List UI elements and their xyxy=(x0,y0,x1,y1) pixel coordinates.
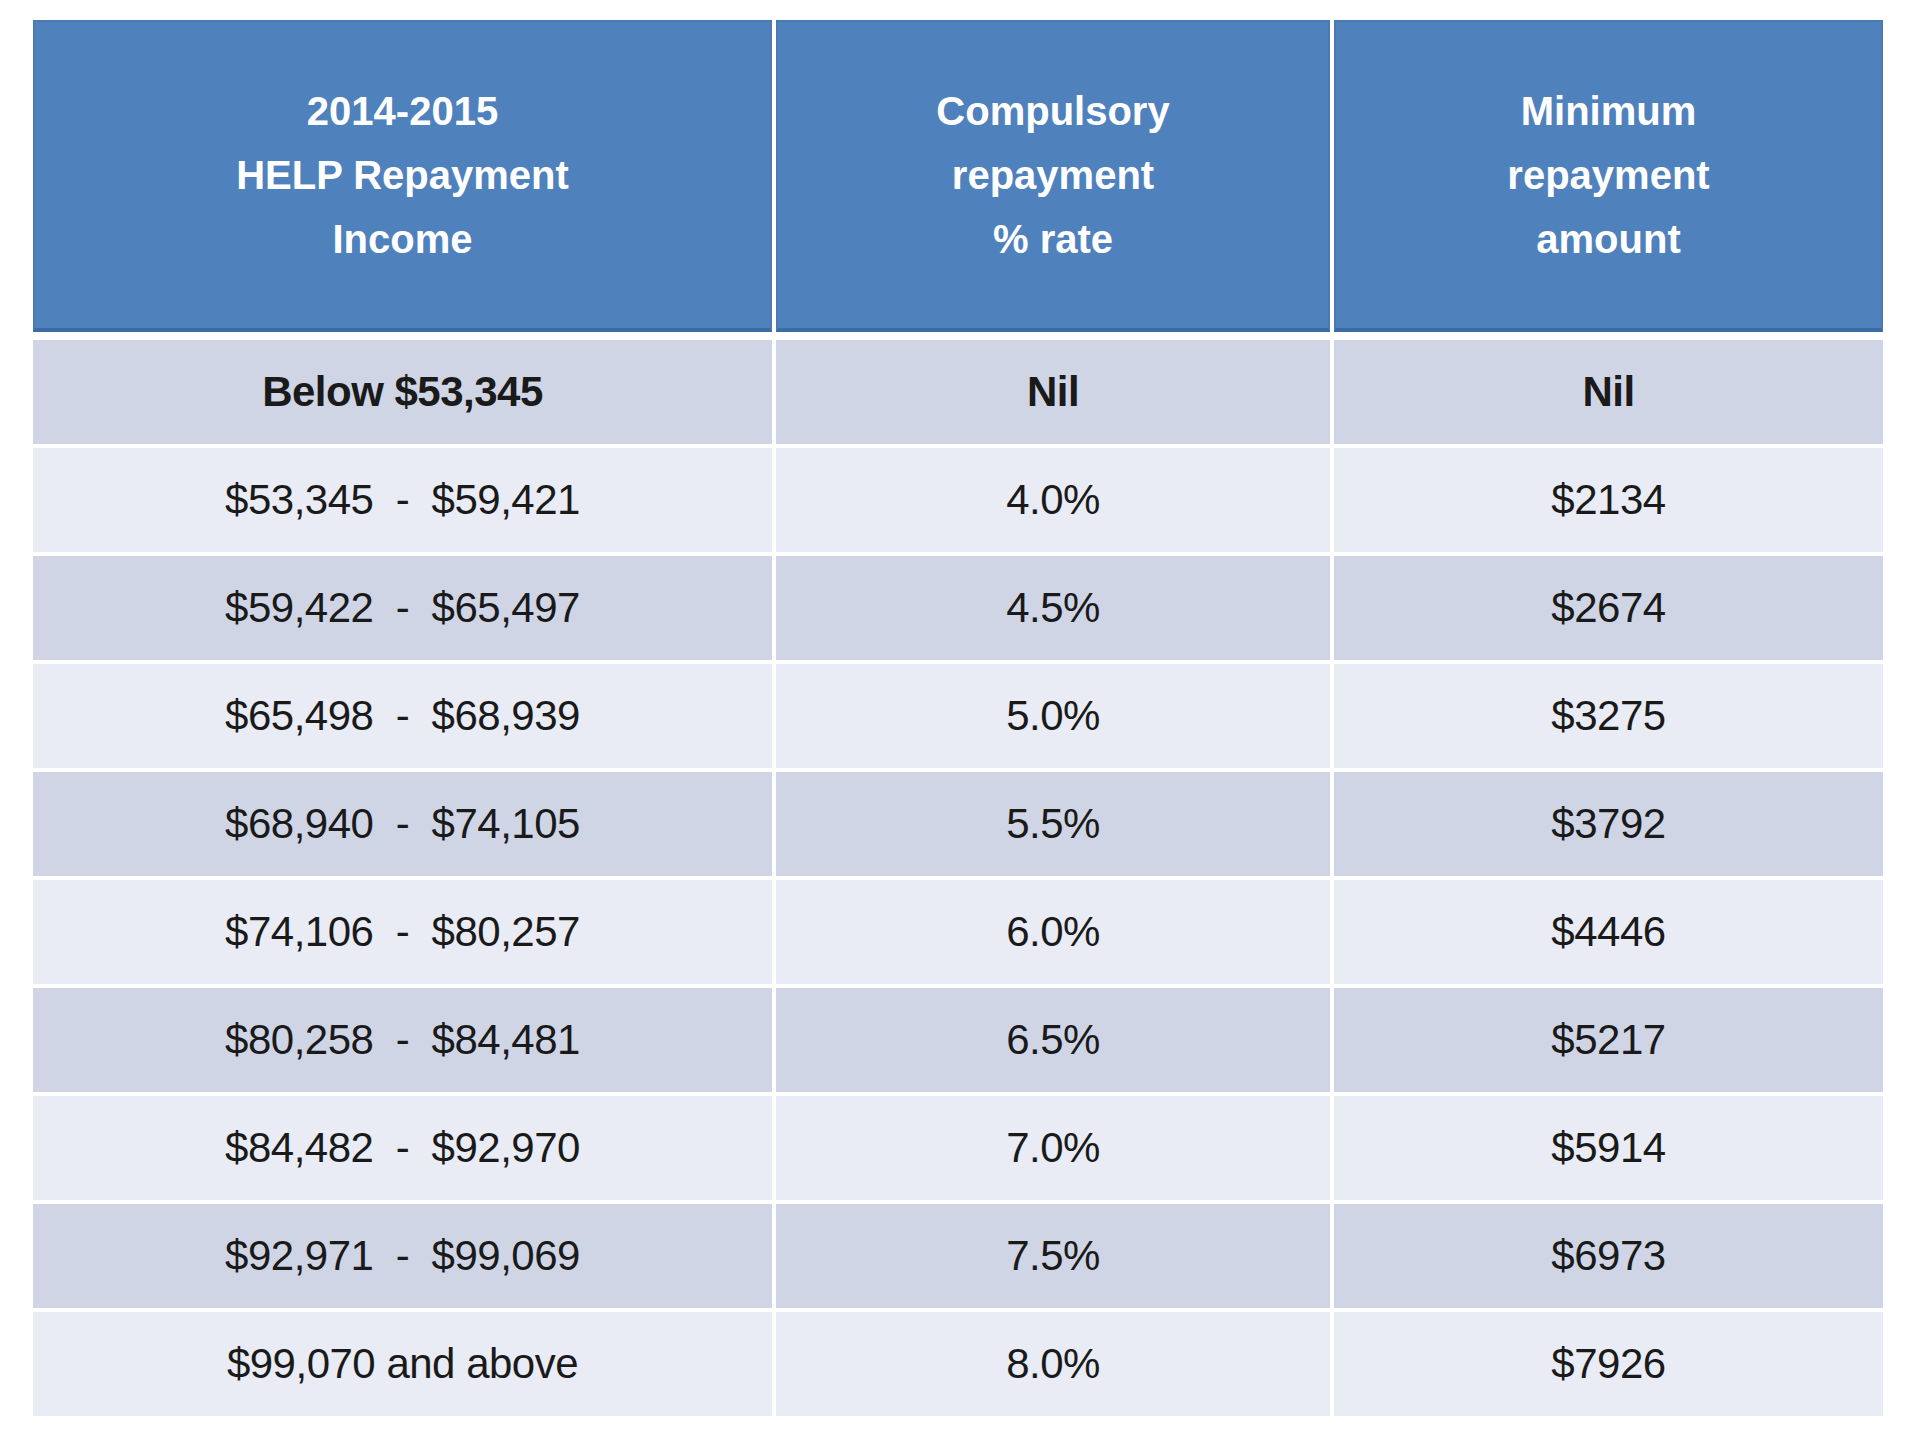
income-cell: $53,345 - $59,421 xyxy=(33,448,772,552)
table-row: $68,940 - $74,1055.5%$3792 xyxy=(33,772,1883,876)
table-row: $53,345 - $59,4214.0%$2134 xyxy=(33,448,1883,552)
table-body: Below $53,345NilNil$53,345 - $59,4214.0%… xyxy=(33,340,1883,1416)
income-cell: $99,070 and above xyxy=(33,1312,772,1416)
rate-cell: 5.5% xyxy=(776,772,1330,876)
header-line: repayment xyxy=(952,143,1154,207)
income-cell: $65,498 - $68,939 xyxy=(33,664,772,768)
income-cell: $92,971 - $99,069 xyxy=(33,1204,772,1308)
table-row: $74,106 - $80,2576.0%$4446 xyxy=(33,880,1883,984)
amount-cell: $7926 xyxy=(1334,1312,1883,1416)
table-row: $92,971 - $99,0697.5%$6973 xyxy=(33,1204,1883,1308)
table-row: $65,498 - $68,9395.0%$3275 xyxy=(33,664,1883,768)
column-header-rate: Compulsory repayment % rate xyxy=(776,20,1330,332)
table-row: $59,422 - $65,4974.5%$2674 xyxy=(33,556,1883,660)
rate-cell: 4.0% xyxy=(776,448,1330,552)
table-header-row: 2014-2015 HELP Repayment Income Compulso… xyxy=(33,20,1883,332)
income-cell: $84,482 - $92,970 xyxy=(33,1096,772,1200)
column-header-amount: Minimum repayment amount xyxy=(1334,20,1883,332)
income-cell: Below $53,345 xyxy=(33,340,772,444)
amount-cell: $3275 xyxy=(1334,664,1883,768)
header-line: % rate xyxy=(993,207,1113,271)
header-line: repayment xyxy=(1507,143,1709,207)
table-row: $99,070 and above8.0%$7926 xyxy=(33,1312,1883,1416)
rate-cell: 5.0% xyxy=(776,664,1330,768)
amount-cell: $5914 xyxy=(1334,1096,1883,1200)
rate-cell: 6.5% xyxy=(776,988,1330,1092)
amount-cell: $6973 xyxy=(1334,1204,1883,1308)
rate-cell: Nil xyxy=(776,340,1330,444)
amount-cell: $5217 xyxy=(1334,988,1883,1092)
table-row: $84,482 - $92,9707.0%$5914 xyxy=(33,1096,1883,1200)
header-line: Income xyxy=(332,207,472,271)
header-line: HELP Repayment xyxy=(236,143,569,207)
amount-cell: $3792 xyxy=(1334,772,1883,876)
amount-cell: $4446 xyxy=(1334,880,1883,984)
header-line: Compulsory xyxy=(936,79,1169,143)
header-line: amount xyxy=(1536,207,1680,271)
amount-cell: $2674 xyxy=(1334,556,1883,660)
income-cell: $68,940 - $74,105 xyxy=(33,772,772,876)
table-row: Below $53,345NilNil xyxy=(33,340,1883,444)
rate-cell: 4.5% xyxy=(776,556,1330,660)
rate-cell: 6.0% xyxy=(776,880,1330,984)
rate-cell: 7.0% xyxy=(776,1096,1330,1200)
header-line: Minimum xyxy=(1521,79,1697,143)
amount-cell: $2134 xyxy=(1334,448,1883,552)
rate-cell: 8.0% xyxy=(776,1312,1330,1416)
help-repayment-table: 2014-2015 HELP Repayment Income Compulso… xyxy=(33,20,1883,1416)
page: 2014-2015 HELP Repayment Income Compulso… xyxy=(0,0,1920,1440)
income-cell: $59,422 - $65,497 xyxy=(33,556,772,660)
amount-cell: Nil xyxy=(1334,340,1883,444)
table-row: $80,258 - $84,4816.5%$5217 xyxy=(33,988,1883,1092)
income-cell: $80,258 - $84,481 xyxy=(33,988,772,1092)
column-header-income: 2014-2015 HELP Repayment Income xyxy=(33,20,772,332)
header-line: 2014-2015 xyxy=(307,79,498,143)
rate-cell: 7.5% xyxy=(776,1204,1330,1308)
income-cell: $74,106 - $80,257 xyxy=(33,880,772,984)
